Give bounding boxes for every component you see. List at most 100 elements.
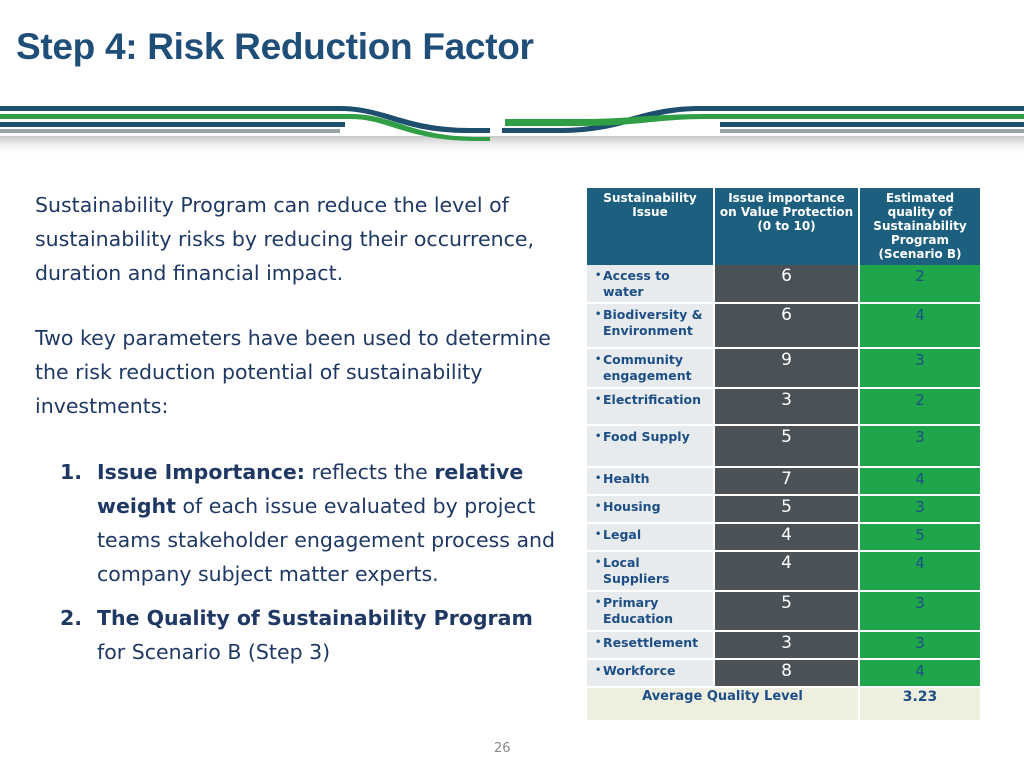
table-row: • Primary Education 5 3 [587, 591, 980, 632]
importance-cell: 5 [714, 591, 860, 632]
banner-gray-stripe-left [0, 129, 340, 133]
issue-cell: • Electrification [587, 388, 715, 426]
issue-name: Community engagement [603, 352, 692, 383]
banner-navy-stripe-right [720, 122, 1024, 127]
quality-cell: 2 [859, 388, 980, 426]
table-footer-row: Average Quality Level 3.23 [587, 687, 980, 722]
bullet: • [595, 637, 602, 648]
bullet: • [595, 473, 602, 484]
quality-cell: 3 [859, 591, 980, 632]
importance-cell: 5 [714, 425, 860, 468]
list-item: 2. The Quality of Sustainability Program… [35, 601, 565, 669]
paragraph-intro: Sustainability Program can reduce the le… [35, 193, 535, 285]
issue-cell: • Workforce [587, 659, 715, 688]
issue-name: Local Suppliers [603, 555, 670, 586]
paragraph-parameters: Two key parameters have been used to det… [35, 326, 551, 418]
issue-name: Resettlement [603, 635, 699, 650]
slide-title: Step 4: Risk Reduction Factor [16, 26, 534, 67]
issue-cell: • Housing [587, 495, 715, 524]
table-row: • Local Suppliers 4 4 [587, 551, 980, 592]
bullet: • [595, 665, 602, 676]
quality-cell: 3 [859, 348, 980, 389]
banner-green-band-right [505, 114, 1024, 126]
issue-name: Legal [603, 527, 642, 542]
issue-cell: • Primary Education [587, 591, 715, 632]
quality-cell: 4 [859, 551, 980, 592]
importance-cell: 3 [714, 631, 860, 660]
risk-table: Sustainability Issue Issue importance on… [587, 188, 980, 722]
table-row: • Electrification 3 2 [587, 388, 980, 426]
table-row: • Access to water 6 2 [587, 265, 980, 304]
header-quality: Estimated quality of Sustainability Prog… [859, 188, 980, 265]
quality-cell: 5 [859, 523, 980, 552]
issue-cell: • Biodiversity & Environment [587, 303, 715, 349]
importance-cell: 4 [714, 551, 860, 592]
table-row: • Health 7 4 [587, 467, 980, 496]
table-row: • Workforce 8 4 [587, 659, 980, 688]
bullet: • [595, 431, 602, 442]
body-text: Sustainability Program can reduce the le… [35, 188, 565, 679]
bullet: • [595, 557, 602, 568]
bullet: • [595, 501, 602, 512]
importance-cell: 6 [714, 303, 860, 349]
banner-navy-band-left [0, 106, 490, 133]
quality-cell: 3 [859, 425, 980, 468]
issue-name: Food Supply [603, 429, 690, 444]
table-row: • Food Supply 5 3 [587, 425, 980, 468]
importance-cell: 5 [714, 495, 860, 524]
bullet: • [595, 354, 602, 365]
quality-cell: 4 [859, 303, 980, 349]
bullet: • [595, 597, 602, 608]
table-row: • Resettlement 3 3 [587, 631, 980, 660]
parameter-list: 1. Issue Importance: reflects the relati… [35, 455, 565, 669]
issue-cell: • Food Supply [587, 425, 715, 468]
decorative-banner [0, 106, 1024, 156]
table-row: • Legal 4 5 [587, 523, 980, 552]
banner-navy-stripe-left [0, 122, 345, 127]
issue-cell: • Community engagement [587, 348, 715, 389]
issue-cell: • Legal [587, 523, 715, 552]
list-number: 2. [60, 606, 83, 630]
banner-gray-stripe-right [720, 129, 1024, 133]
importance-cell: 7 [714, 467, 860, 496]
bullet: • [595, 309, 602, 320]
list-number: 1. [60, 460, 83, 484]
banner-navy-band-right [502, 106, 1024, 133]
issue-name: Health [603, 471, 650, 486]
list-lead: Issue Importance: [97, 460, 306, 484]
issue-cell: • Local Suppliers [587, 551, 715, 592]
page-number: 26 [494, 741, 511, 756]
list-emphasis: relative weight [97, 460, 524, 518]
header-importance-label: Issue importance on Value Protection [719, 191, 854, 219]
banner-green-band-left [0, 114, 490, 141]
importance-cell: 4 [714, 523, 860, 552]
quality-cell: 2 [859, 265, 980, 304]
table-body: • Access to water 6 2 • Biodiversity & Enviro… [587, 265, 980, 688]
average-label: Average Quality Level [587, 687, 860, 722]
importance-cell: 6 [714, 265, 860, 304]
quality-cell: 3 [859, 631, 980, 660]
table-row: • Community engagement 9 3 [587, 348, 980, 389]
header-importance: Issue importance on Value Protection (0 t… [714, 188, 860, 265]
quality-cell: 4 [859, 467, 980, 496]
bullet: • [595, 394, 602, 405]
issue-name: Biodiversity & Environment [603, 307, 703, 338]
quality-cell: 4 [859, 659, 980, 688]
quality-cell: 3 [859, 495, 980, 524]
average-value: 3.23 [859, 687, 980, 722]
header-issue: Sustainability Issue [587, 188, 715, 265]
issue-name: Electrification [603, 392, 701, 407]
list-text: of each issue evaluated by project teams… [97, 494, 556, 586]
importance-cell: 9 [714, 348, 860, 389]
list-lead: The Quality of Sustainability Program [97, 606, 533, 630]
list-text: reflects the [305, 460, 435, 484]
list-text: for Scenario B (Step 3) [97, 640, 331, 664]
table-header-row: Sustainability Issue Issue importance on… [587, 188, 980, 265]
bullet: • [595, 270, 602, 281]
issue-cell: • Resettlement [587, 631, 715, 660]
issue-cell: • Health [587, 467, 715, 496]
importance-cell: 3 [714, 388, 860, 426]
header-importance-scale: (0 to 10) [757, 219, 816, 233]
issue-name: Access to water [603, 268, 670, 299]
importance-cell: 8 [714, 659, 860, 688]
